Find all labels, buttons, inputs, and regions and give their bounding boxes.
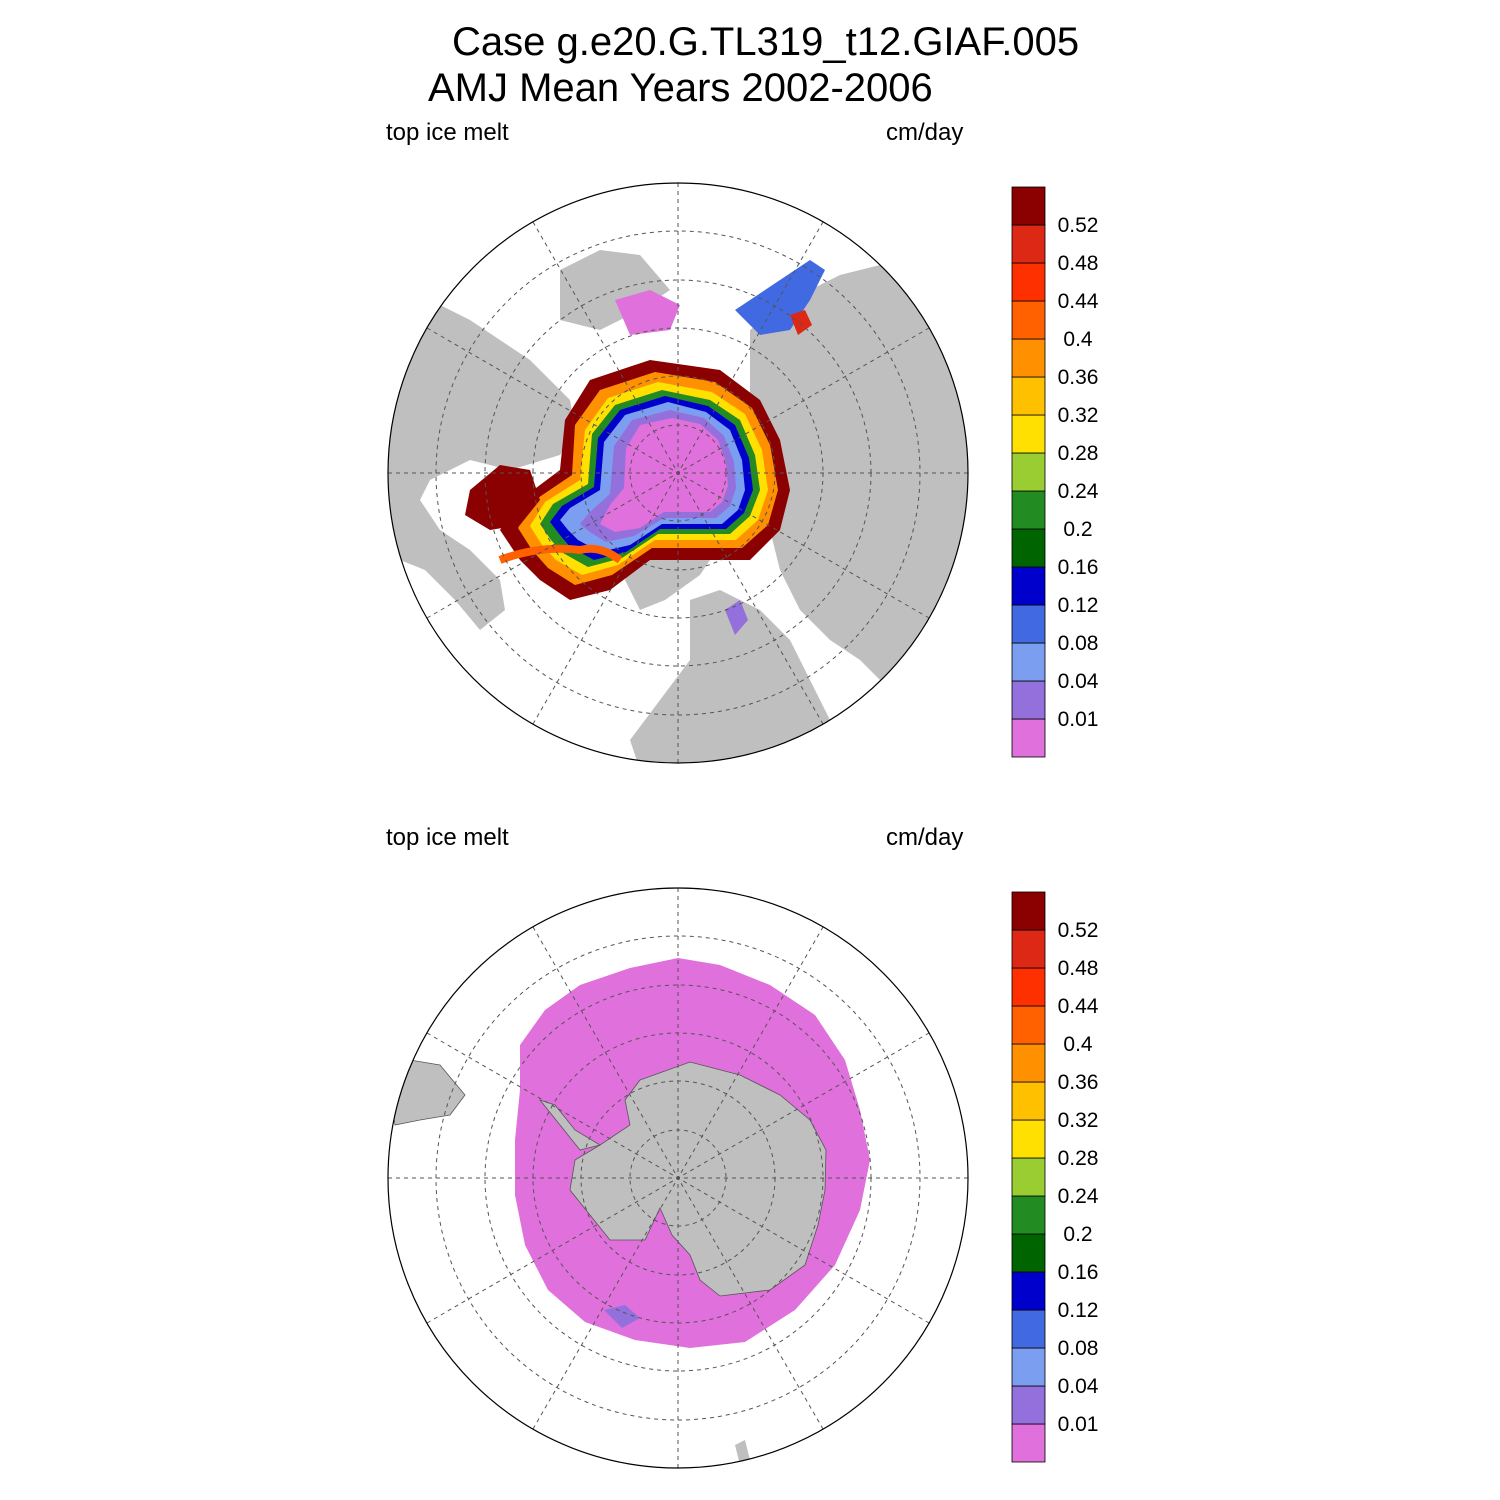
- eurasia-land-east: [750, 265, 968, 720]
- south-colorbar-tick-label: 0.44: [1058, 995, 1099, 1018]
- okhotsk-sea-melt: [735, 260, 825, 335]
- south-colorbar: 0.01 0.04 0.08 0.12 0.16 0.2 0.24 0.28 0.32 0.36 0…: [1011, 891, 1099, 1463]
- north-colorbar-tick-label: 0.28: [1058, 442, 1099, 465]
- north-graticule: [388, 183, 968, 763]
- north-colorbar-box: [1011, 338, 1046, 378]
- south-colorbar-tick-label: 0.12: [1058, 1299, 1099, 1322]
- figure-title-line2: AMJ Mean Years 2002-2006: [428, 66, 933, 110]
- north-colorbar-box: [1011, 224, 1046, 264]
- north-colorbar-tick-label: 0.48: [1058, 252, 1099, 275]
- south-colorbar-box: [1011, 1005, 1046, 1045]
- south-colorbar-box: [1011, 1195, 1046, 1235]
- south-colorbar-tick-label: 0.32: [1058, 1109, 1099, 1132]
- south-colorbar-box: [1011, 1423, 1046, 1463]
- south-colorbar-box: [1011, 1157, 1046, 1197]
- bering-land: [560, 250, 670, 330]
- south-colorbar-tick-label: 0.24: [1058, 1185, 1099, 1208]
- south-colorbar-tick-label: 0.4: [1063, 1033, 1093, 1056]
- south-colorbar-tick-label: 0.04: [1058, 1375, 1099, 1398]
- north-colorbar-tick-label: 0.16: [1058, 556, 1099, 579]
- north-colorbar-box: [1011, 452, 1046, 492]
- south-colorbar-box: [1011, 1309, 1046, 1349]
- hudson-bay-melt: [465, 465, 540, 530]
- south-colorbar-tick-label: 0.16: [1058, 1261, 1099, 1284]
- south-colorbar-box: [1011, 967, 1046, 1007]
- north-colorbar-tick-label: 0.32: [1058, 404, 1099, 427]
- south-colorbar-box: [1011, 1043, 1046, 1083]
- south-colorbar-tick-label: 0.28: [1058, 1147, 1099, 1170]
- south-colorbar-box: [1011, 1081, 1046, 1121]
- south-polar-map: [387, 887, 969, 1469]
- north-colorbar-tick-label: 0.04: [1058, 670, 1099, 693]
- north-colorbar: 0.01 0.04 0.08 0.12 0.16 0.2 0.24 0.28 0.32 0.36 0…: [1011, 186, 1099, 758]
- north-colorbar-tick-label: 0.4: [1063, 328, 1093, 351]
- europe-land: [630, 590, 830, 763]
- north-colorbar-tick-label: 0.52: [1058, 214, 1099, 237]
- north-variable-label: top ice melt: [386, 119, 509, 146]
- south-colorbar-tick-label: 0.01: [1058, 1413, 1099, 1436]
- south-graticule: [388, 888, 968, 1468]
- south-colorbar-box: [1011, 1271, 1046, 1311]
- north-colorbar-box: [1011, 566, 1046, 606]
- north-colorbar-tick-label: 0.12: [1058, 594, 1099, 617]
- south-colorbar-tick-label: 0.48: [1058, 957, 1099, 980]
- south-america-land: [388, 1059, 466, 1126]
- north-colorbar-box: [1011, 186, 1046, 226]
- south-colorbar-tick-label: 0.36: [1058, 1071, 1099, 1094]
- north-colorbar-tick-label: 0.2: [1063, 518, 1092, 541]
- sea-ice-purple-patch: [604, 1305, 640, 1328]
- north-polar-map: [387, 182, 969, 764]
- north-colorbar-box: [1011, 414, 1046, 454]
- north-colorbar-tick-label: 0.08: [1058, 632, 1099, 655]
- south-colorbar-box: [1011, 929, 1046, 969]
- north-units-label: cm/day: [886, 119, 964, 146]
- south-colorbar-box: [1011, 1385, 1046, 1425]
- south-colorbar-box: [1011, 1119, 1046, 1159]
- south-colorbar-tick-label: 0.2: [1063, 1223, 1092, 1246]
- south-colorbar-tick-label: 0.52: [1058, 919, 1099, 942]
- bering-sea-melt: [615, 290, 680, 335]
- north-america-land: [388, 300, 575, 630]
- baltic-melt: [725, 600, 748, 635]
- north-colorbar-tick-label: 0.01: [1058, 708, 1099, 731]
- south-colorbar-box: [1011, 891, 1046, 931]
- figure-title-line1: Case g.e20.G.TL319_t12.GIAF.005: [452, 20, 1080, 64]
- south-variable-label: top ice melt: [386, 824, 509, 851]
- south-colorbar-box: [1011, 1233, 1046, 1273]
- north-colorbar-box: [1011, 262, 1046, 302]
- south-units-label: cm/day: [886, 824, 964, 851]
- south-colorbar-box: [1011, 1347, 1046, 1387]
- north-colorbar-tick-label: 0.24: [1058, 480, 1099, 503]
- north-colorbar-box: [1011, 528, 1046, 568]
- north-colorbar-box: [1011, 642, 1046, 682]
- antarctic-peninsula: [538, 1099, 602, 1151]
- melt-interior-pink: [600, 418, 728, 532]
- south-colorbar-tick-label: 0.08: [1058, 1337, 1099, 1360]
- north-colorbar-box: [1011, 604, 1046, 644]
- north-colorbar-box: [1011, 376, 1046, 416]
- north-colorbar-tick-label: 0.44: [1058, 290, 1099, 313]
- north-colorbar-box: [1011, 680, 1046, 720]
- north-colorbar-box: [1011, 490, 1046, 530]
- north-colorbar-box: [1011, 718, 1046, 758]
- baffin-melt-band: [498, 544, 623, 564]
- antarctica-land: [569, 1061, 827, 1297]
- new-zealand-tip: [735, 1440, 750, 1465]
- north-colorbar-box: [1011, 300, 1046, 340]
- north-colorbar-tick-label: 0.36: [1058, 366, 1099, 389]
